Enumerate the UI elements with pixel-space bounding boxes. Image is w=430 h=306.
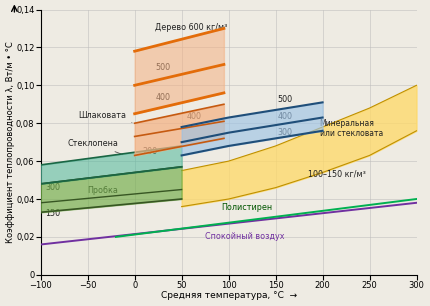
X-axis label: Средняя температура, °С  →: Средняя температура, °С → — [160, 291, 297, 300]
Text: 400: 400 — [186, 112, 201, 121]
Text: 500: 500 — [277, 95, 292, 104]
Text: Минеральная
или стекловата: Минеральная или стекловата — [320, 119, 383, 139]
Text: 300: 300 — [277, 128, 292, 136]
Text: Полистирен: Полистирен — [221, 203, 272, 212]
Text: Спокойный воздух: Спокойный воздух — [205, 232, 285, 241]
Text: 200: 200 — [142, 147, 157, 155]
Text: 400: 400 — [277, 112, 292, 121]
Text: 100–150 кг/м³: 100–150 кг/м³ — [308, 169, 366, 178]
Text: 400: 400 — [155, 93, 170, 103]
Text: 500: 500 — [155, 63, 170, 72]
Text: Дерево 600 кг/м³: Дерево 600 кг/м³ — [155, 23, 228, 32]
Text: Стеклопена: Стеклопена — [67, 139, 123, 155]
Text: 150: 150 — [46, 209, 61, 218]
Text: Шлаковата: Шлаковата — [78, 110, 132, 122]
Y-axis label: Коэффициент теплопроводности λ, Вт/м • °С: Коэффициент теплопроводности λ, Вт/м • °… — [6, 41, 15, 243]
Text: Пробка: Пробка — [88, 186, 119, 195]
Text: 300: 300 — [46, 183, 60, 192]
